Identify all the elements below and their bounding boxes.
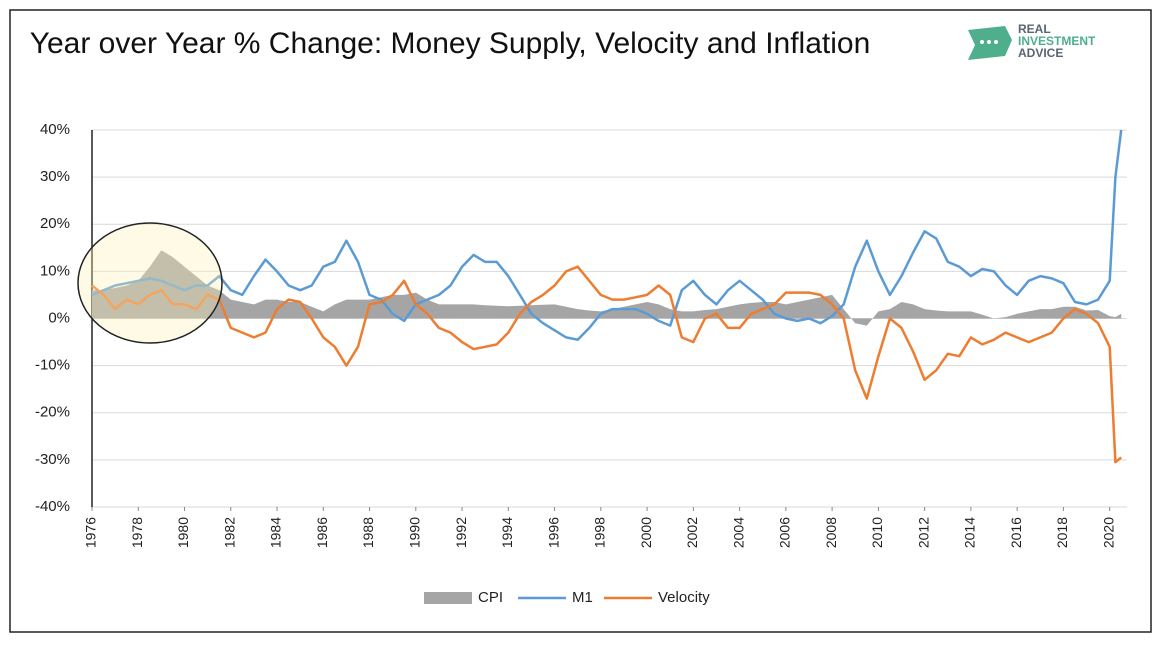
x-tick-label: 2000 bbox=[638, 517, 654, 548]
x-tick-label: 2002 bbox=[684, 517, 700, 548]
chart-title: Year over Year % Change: Money Supply, V… bbox=[29, 27, 871, 60]
logo-text: ADVICE bbox=[1018, 46, 1063, 60]
series-line bbox=[91, 129, 1123, 341]
x-tick-label: 1976 bbox=[83, 517, 99, 548]
legend-label: M1 bbox=[572, 589, 593, 606]
logo-dot bbox=[987, 40, 991, 44]
x-tick-label: 1998 bbox=[592, 517, 608, 548]
x-tick-label: 2012 bbox=[915, 517, 931, 548]
frame bbox=[9, 9, 1152, 633]
y-tick-label: 0% bbox=[48, 309, 70, 326]
x-tick-label: 1986 bbox=[314, 517, 330, 548]
x-tick-label: 2010 bbox=[869, 517, 885, 548]
legend-label: CPI bbox=[478, 589, 503, 606]
x-tick-label: 2016 bbox=[1008, 517, 1024, 548]
y-tick-label: 10% bbox=[40, 262, 70, 279]
y-tick-label: 40% bbox=[40, 121, 70, 138]
y-tick-label: -40% bbox=[35, 498, 70, 515]
x-tick-label: 2018 bbox=[1054, 517, 1070, 548]
y-tick-label: 30% bbox=[40, 168, 70, 185]
x-tick-label: 1994 bbox=[499, 517, 515, 548]
x-tick-label: 2008 bbox=[823, 517, 839, 548]
legend-label: Velocity bbox=[658, 589, 710, 606]
y-tick-label: -30% bbox=[35, 451, 70, 468]
highlight-ellipse bbox=[77, 222, 223, 344]
logo-dot bbox=[980, 40, 984, 44]
x-tick-label: 1988 bbox=[360, 517, 376, 548]
x-tick-label: 1978 bbox=[129, 517, 145, 548]
logo-text: REAL bbox=[1018, 22, 1051, 36]
series-line bbox=[91, 265, 1122, 464]
x-tick-label: 2004 bbox=[730, 517, 746, 548]
y-tick-label: -10% bbox=[35, 357, 70, 374]
x-tick-label: 1982 bbox=[221, 517, 237, 548]
x-tick-label: 1980 bbox=[175, 517, 191, 548]
logo: REAL INVESTMENT ADVICE bbox=[968, 22, 1096, 60]
logo-dot bbox=[994, 40, 998, 44]
y-tick-label: 20% bbox=[40, 215, 70, 232]
x-tick-label: 2020 bbox=[1100, 517, 1116, 548]
x-tick-label: 1992 bbox=[453, 517, 469, 548]
logo-text: INVESTMENT bbox=[1018, 34, 1096, 48]
x-tick-label: 1990 bbox=[407, 517, 423, 548]
x-tick-label: 1984 bbox=[268, 517, 284, 548]
legend-swatch bbox=[424, 592, 472, 604]
cpi-area bbox=[92, 250, 1122, 326]
x-tick-label: 1996 bbox=[545, 517, 561, 548]
x-tick-label: 2014 bbox=[962, 517, 978, 548]
x-tick-label: 2006 bbox=[777, 517, 793, 548]
y-tick-label: -20% bbox=[35, 404, 70, 421]
